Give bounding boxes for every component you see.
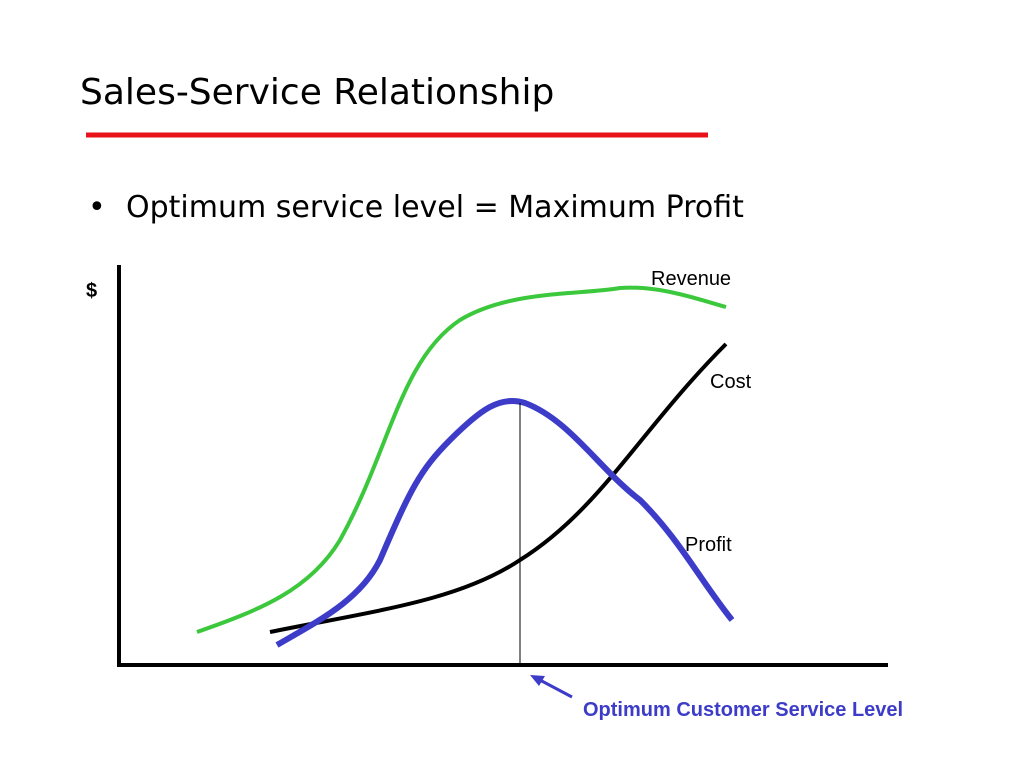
bullet-mark: • [88, 190, 106, 225]
arrow-head [530, 675, 545, 686]
annotation-arrow [537, 677, 573, 699]
profit-curve [275, 397, 735, 648]
slide-title: Sales-Service Relationship [80, 72, 554, 113]
revenue-curve [196, 285, 727, 634]
curve-label: Cost [710, 371, 752, 393]
curve-label: Profit [685, 534, 732, 556]
annotation: Optimum Customer Service Level [583, 699, 903, 721]
bullet-text: Optimum service level = Maximum Profit [126, 190, 744, 225]
y-axis-label: $ [86, 280, 97, 302]
curve-label: Revenue [651, 268, 731, 290]
